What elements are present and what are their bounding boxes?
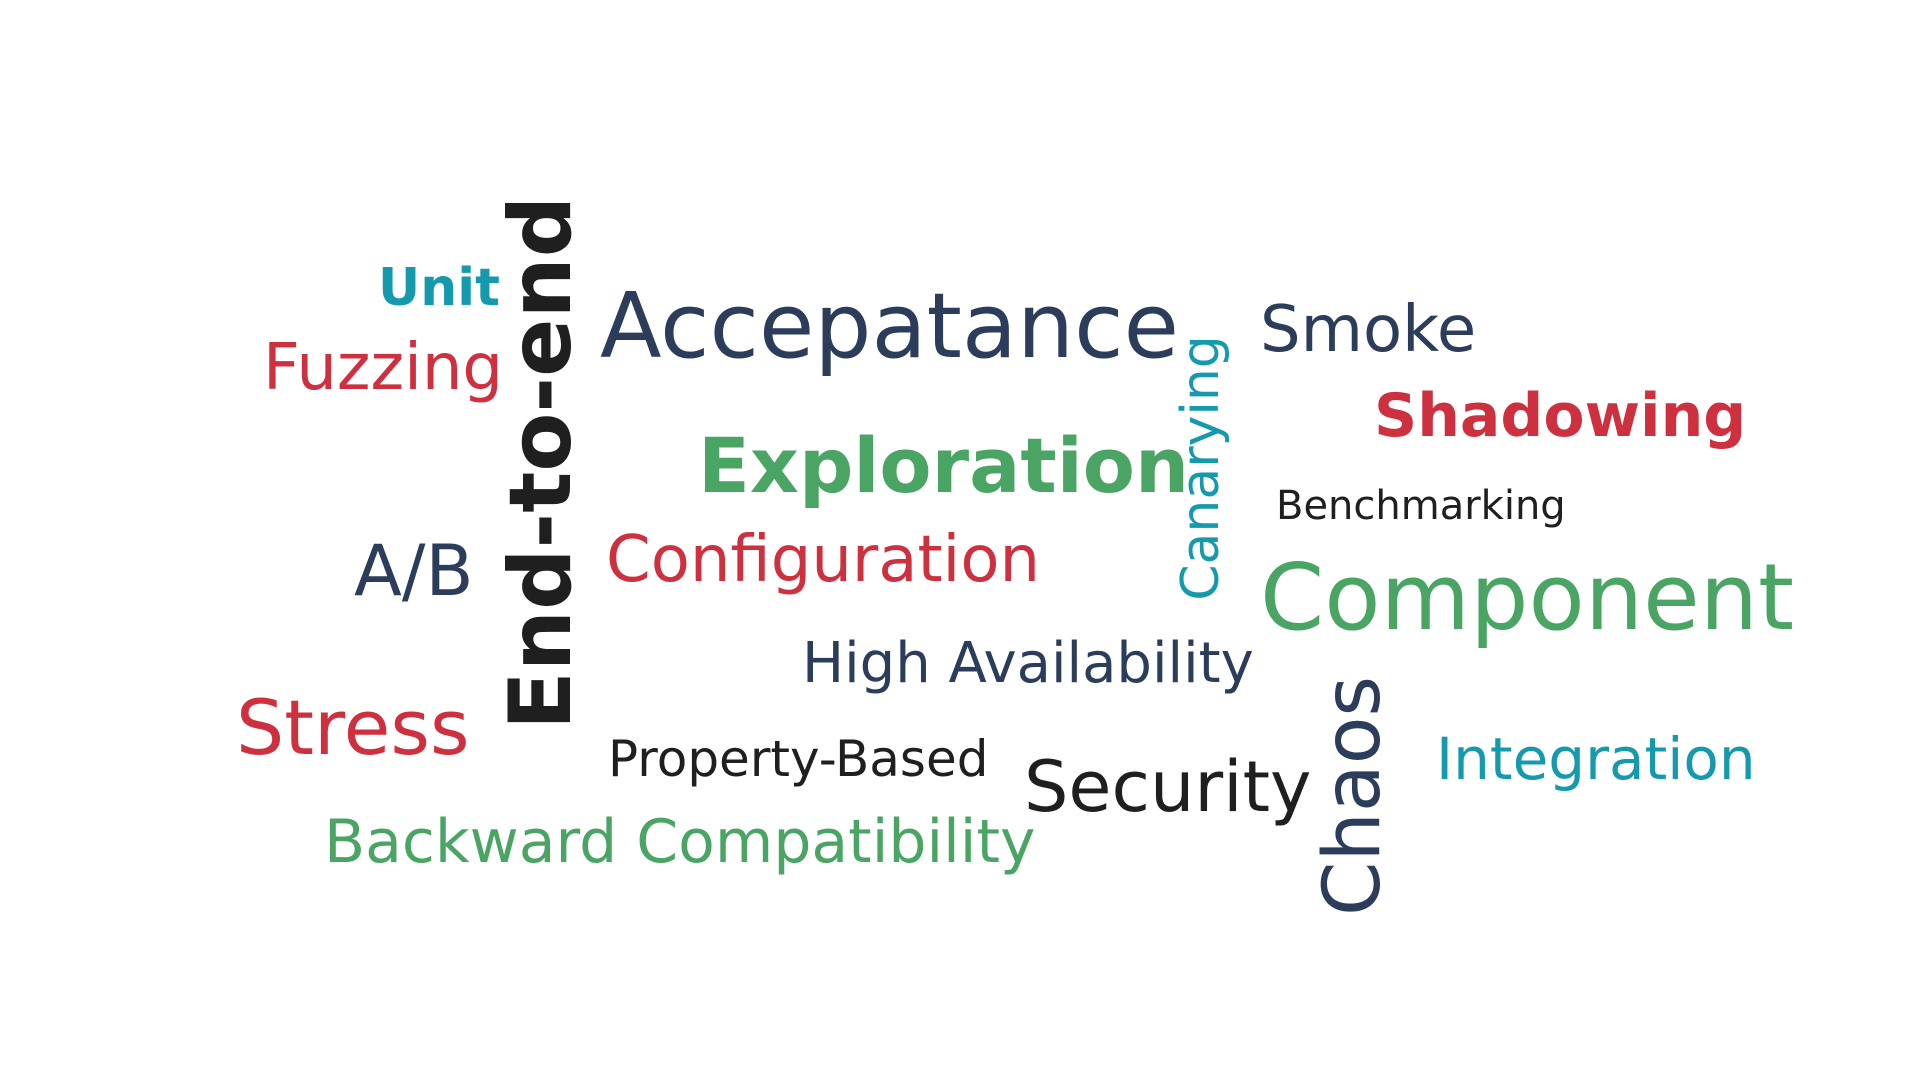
word-integration: Integration <box>1436 725 1756 793</box>
word-accepatance: Accepatance <box>600 274 1179 379</box>
word-ab: A/B <box>354 530 474 612</box>
word-unit: Unit <box>378 258 500 318</box>
word-chaos: Chaos <box>1308 675 1398 916</box>
word-benchmarking: Benchmarking <box>1276 483 1566 529</box>
word-end-to-end: End-to-end <box>491 195 591 730</box>
word-fuzzing: Fuzzing <box>263 331 504 405</box>
word-backward-compatibility: Backward Compatibility <box>324 807 1036 877</box>
word-smoke: Smoke <box>1260 293 1477 367</box>
word-high-availability: High Availability <box>802 631 1254 696</box>
word-shadowing: Shadowing <box>1374 381 1747 451</box>
word-configuration: Configuration <box>606 523 1041 597</box>
word-property-based: Property-Based <box>608 730 989 788</box>
word-component: Component <box>1260 544 1795 651</box>
word-exploration: Exploration <box>698 421 1190 510</box>
word-stress: Stress <box>236 683 470 772</box>
word-security: Security <box>1024 746 1312 828</box>
